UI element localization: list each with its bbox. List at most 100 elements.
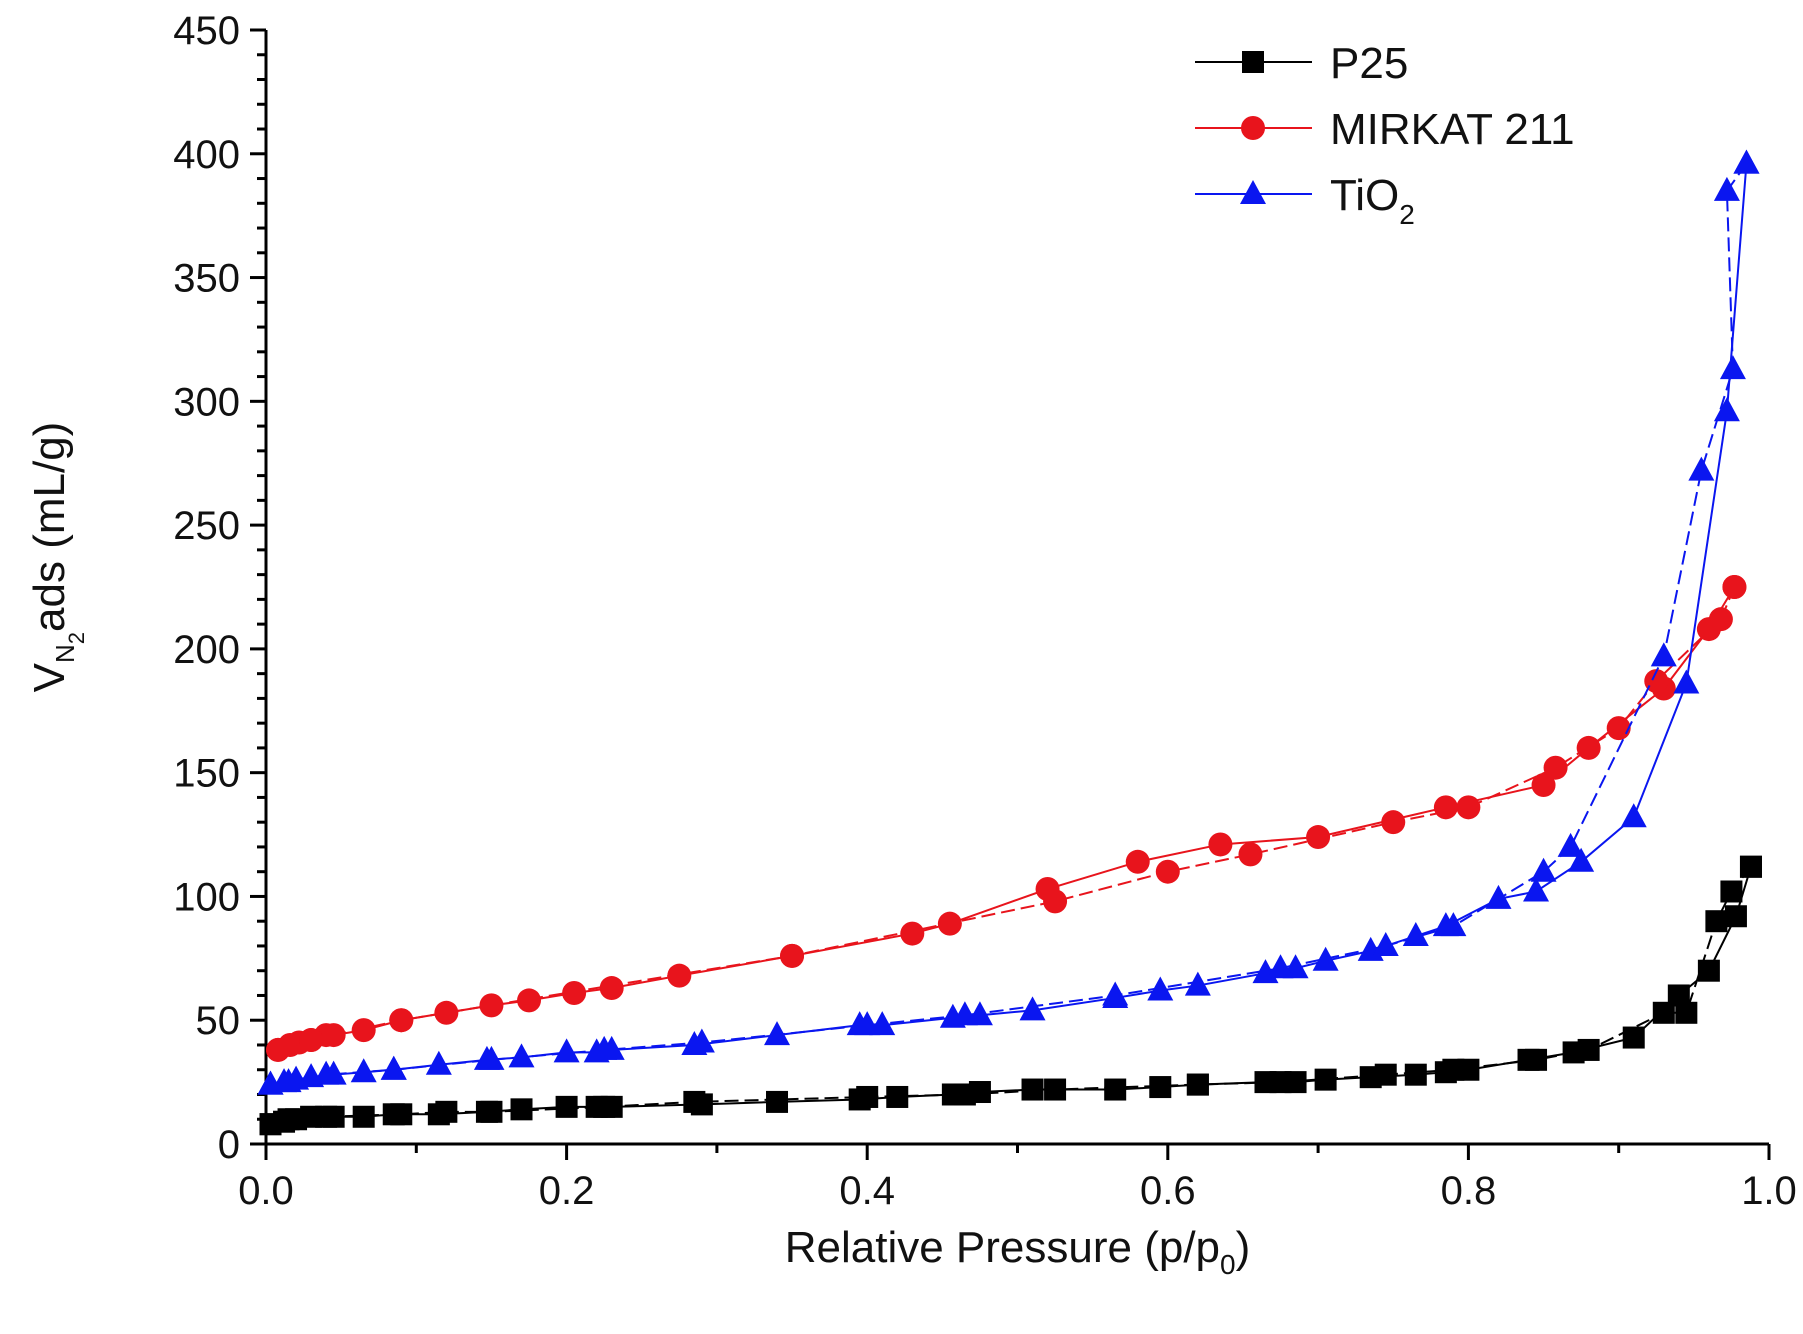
legend-label: TiO2 [1330, 171, 1415, 230]
series-tio [257, 149, 1760, 1095]
adsorption-point [1576, 735, 1601, 760]
desorption-point [953, 1083, 976, 1106]
adsorption-point [1125, 849, 1150, 874]
adsorption-point [1404, 1063, 1427, 1086]
desorption-point [1557, 832, 1584, 857]
y-tick-label: 0 [218, 1123, 240, 1167]
desorption-line [270, 866, 1752, 1126]
desorption-point [313, 1060, 340, 1085]
adsorption-point [1312, 946, 1339, 971]
adsorption-point [900, 921, 925, 946]
adsorption-point [764, 1021, 791, 1046]
desorption-point [1440, 912, 1467, 937]
adsorption-point [1713, 397, 1740, 422]
desorption-point [380, 1055, 407, 1080]
adsorption-point [886, 1085, 909, 1108]
adsorption-point [510, 1098, 533, 1121]
adsorption-point [517, 988, 542, 1013]
x-tick-label: 1.0 [1741, 1169, 1797, 1213]
desorption-point [390, 1103, 413, 1126]
x-tick-label: 0.4 [839, 1169, 895, 1213]
y-tick-label: 50 [196, 999, 241, 1043]
desorption-point [1675, 1001, 1698, 1024]
adsorption-point [1104, 1078, 1127, 1101]
desorption-point [275, 1068, 302, 1093]
adsorption-point [1208, 832, 1233, 857]
y-axis-label: VN2ads (mL/g) [25, 422, 89, 693]
desorption-point [435, 1100, 458, 1123]
desorption-point [854, 1011, 881, 1036]
x-tick-label: 0.0 [238, 1169, 294, 1213]
desorption-point [259, 1113, 282, 1136]
legend-item: P25 [1195, 39, 1408, 88]
desorption-point [299, 1028, 324, 1053]
y-tick-label: 200 [173, 628, 240, 672]
adsorption-point [1402, 922, 1429, 947]
legend-item: MIRKAT 211 [1195, 105, 1575, 154]
desorption-point [1739, 855, 1762, 878]
adsorption-point [1667, 984, 1690, 1007]
adsorption-point [555, 1095, 578, 1118]
adsorption-point [1485, 884, 1512, 909]
desorption-point [266, 1037, 291, 1062]
desorption-line [277, 586, 1736, 1051]
adsorption-point [479, 993, 504, 1018]
desorption-point [1525, 1048, 1548, 1071]
desorption-point [1719, 355, 1746, 380]
legend-item: TiO2 [1195, 171, 1415, 230]
adsorption-point [350, 1058, 377, 1083]
adsorption-point [937, 911, 962, 936]
adsorption-point [766, 1090, 789, 1113]
desorption-point [683, 1090, 706, 1113]
desorption-point [1102, 981, 1129, 1006]
desorption-point [1606, 716, 1631, 741]
x-tick-label: 0.2 [539, 1169, 595, 1213]
legend-marker [1242, 51, 1264, 73]
legend-marker [1241, 116, 1265, 140]
desorption-point [478, 1045, 505, 1070]
adsorption-point [1306, 825, 1331, 850]
adsorption-point [1523, 877, 1550, 902]
desorption-point [1238, 842, 1263, 867]
desorption-point [1044, 1078, 1067, 1101]
desorption-point [1713, 176, 1740, 201]
y-tick-label: 300 [173, 380, 240, 424]
adsorption-point [434, 1000, 459, 1025]
desorption-point [1733, 149, 1760, 174]
adsorption-point [1622, 1026, 1645, 1049]
desorption-point [1720, 880, 1743, 903]
adsorption-point [1568, 847, 1595, 872]
desorption-point [1456, 795, 1481, 820]
desorption-point [1577, 1038, 1600, 1061]
adsorption-point [1433, 795, 1458, 820]
y-tick-label: 350 [173, 257, 240, 301]
desorption-point [1705, 910, 1728, 933]
adsorption-point [425, 1050, 452, 1075]
series-mirkat-211 [266, 575, 1747, 1062]
desorption-line [270, 163, 1748, 1086]
desorption-point [1688, 456, 1715, 481]
y-tick-label: 100 [173, 875, 240, 919]
adsorption-point [1314, 1068, 1337, 1091]
desorption-point [856, 1085, 879, 1108]
desorption-point [1543, 755, 1568, 780]
desorption-point [1374, 1063, 1397, 1086]
desorption-point [389, 1008, 414, 1033]
desorption-point [1442, 1058, 1465, 1081]
legend-label: P25 [1330, 39, 1408, 88]
adsorption-point [1724, 905, 1747, 928]
y-tick-label: 150 [173, 752, 240, 796]
desorption-point [1155, 859, 1180, 884]
desorption-point [780, 943, 805, 968]
desorption-point [257, 1070, 284, 1095]
desorption-point [1186, 1073, 1209, 1096]
legend: P25 MIRKAT 211 TiO2 [1195, 39, 1575, 230]
y-tick-label: 250 [173, 504, 240, 548]
desorption-point [1269, 1071, 1292, 1094]
desorption-point [480, 1100, 503, 1123]
adsorption-point [562, 980, 587, 1005]
x-axis-label: Relative Pressure (p/p0) [785, 1223, 1251, 1280]
desorption-point [1043, 889, 1068, 914]
adsorption-point [1184, 971, 1211, 996]
